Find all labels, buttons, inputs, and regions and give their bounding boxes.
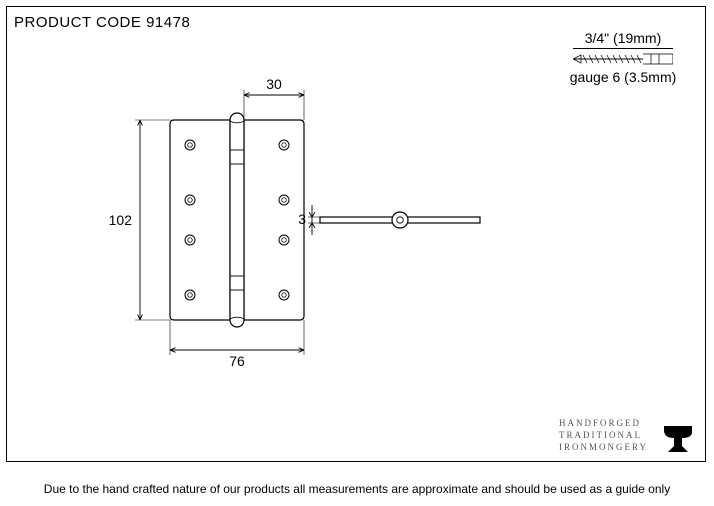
svg-text:30: 30 [266, 76, 282, 92]
product-code-label: PRODUCT CODE [14, 14, 141, 31]
anvil-icon [658, 416, 698, 456]
brand-logo: HANDFORGED TRADITIONAL IRONMONGERY [559, 416, 698, 456]
hinge-front-view [170, 113, 304, 327]
brand-line2: TRADITIONAL [559, 430, 648, 442]
screw-length-label: 3/4" (19mm) [548, 30, 698, 46]
brand-line3: IRONMONGERY [559, 442, 648, 454]
product-code-value: 91478 [146, 14, 190, 31]
svg-text:3: 3 [298, 211, 306, 227]
brand-text: HANDFORGED TRADITIONAL IRONMONGERY [559, 418, 648, 453]
screw-dim-line [573, 48, 673, 49]
svg-text:102: 102 [109, 212, 133, 228]
footer-note: Due to the hand crafted nature of our pr… [0, 482, 714, 496]
svg-text:76: 76 [229, 353, 245, 369]
brand-line1: HANDFORGED [559, 418, 648, 430]
product-code: PRODUCT CODE 91478 [14, 14, 190, 31]
hinge-profile-view [320, 212, 480, 228]
technical-drawing: 102 76 30 3 [20, 60, 680, 420]
